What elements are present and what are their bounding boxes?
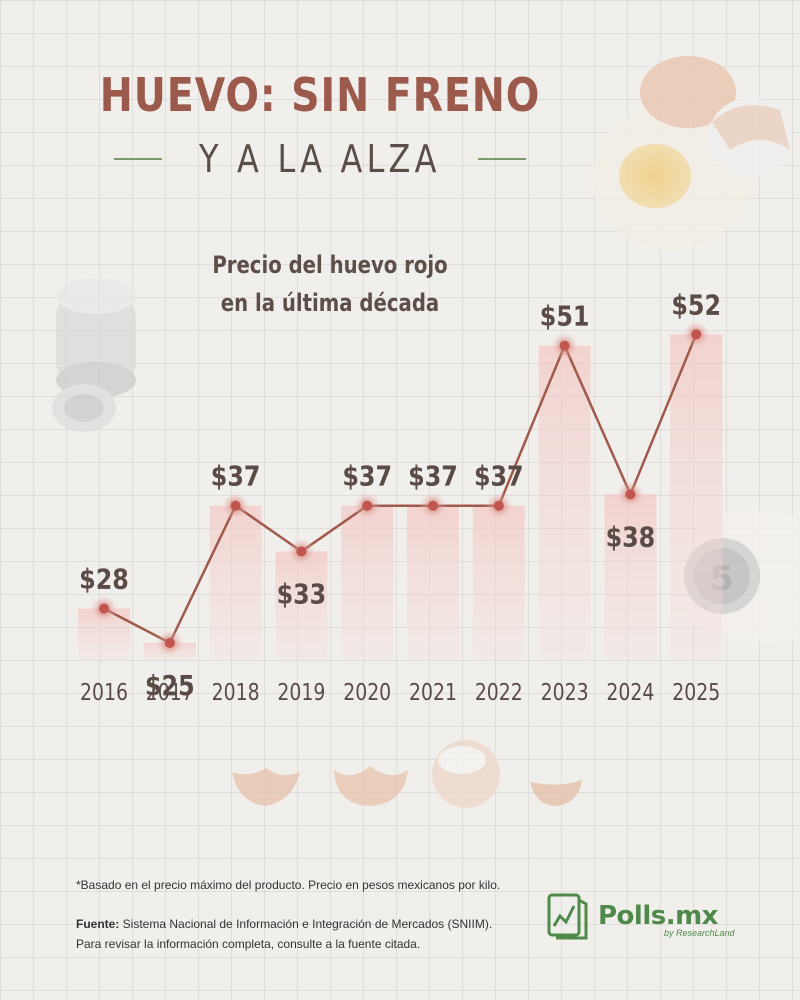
data-point-2024 [616,480,645,509]
bar-2024 [604,494,657,660]
x-tick-label-2017: 2017 [146,678,194,705]
value-label-2022: $37 [474,461,524,493]
source-block: Fuente: Sistema Nacional de Información … [76,914,536,954]
bar-2023 [538,345,591,660]
value-label-2023: $51 [540,301,590,333]
bar-2021 [407,505,459,660]
value-label-2025: $52 [671,290,721,322]
brand-logo: Polls.mx [546,892,718,940]
coin-stack-illustration [52,278,136,432]
subtitle-row: Y A LA ALZA [100,134,540,184]
bar-2025 [670,334,723,660]
page-title: HUEVO: SIN FRENO [99,68,541,122]
data-point-2022 [484,491,513,520]
source-note: Para revisar la información completa, co… [76,937,421,951]
bar-2018 [209,505,262,660]
value-label-2020: $37 [342,461,392,493]
data-point-2017 [155,628,184,657]
value-label-2018: $37 [211,461,261,493]
bar-2022 [472,505,525,660]
value-label-2016: $28 [79,564,129,596]
subtitle-rule-right [477,158,526,160]
chart-title: Precio del huevo rojo en la última décad… [191,246,470,322]
chart-title-line-1: Precio del huevo rojo [212,251,448,279]
data-point-2020 [353,491,382,520]
subtitle-rule-left [114,158,163,160]
line-segment-2017-2018 [168,504,237,645]
x-tick-label-2025: 2025 [672,678,720,705]
x-tick-label-2021: 2021 [409,678,457,705]
bar-2020 [341,505,394,660]
line-segment-2022-2023 [497,344,566,507]
data-point-2016 [90,594,118,623]
x-tick-label-2020: 2020 [343,678,391,705]
chart-box-icon [547,893,588,940]
value-label-2019: $33 [277,579,327,611]
source-label: Fuente: [76,917,120,931]
source-text: Sistema Nacional de Información e Integr… [119,917,493,931]
line-segment-2023-2024 [563,344,632,496]
value-label-2024: $38 [606,522,656,554]
data-point-2019 [287,537,316,566]
footnote: *Basado en el precio máximo del producto… [76,878,501,892]
data-point-2025 [682,320,711,349]
value-label-2017: $25 [145,670,195,702]
x-tick-label-2023: 2023 [541,678,589,705]
chart-title-line-2: en la última década [220,289,440,317]
x-tick-label-2018: 2018 [212,678,260,705]
x-tick-label-2016: 2016 [80,678,128,705]
egg-shells-illustration [232,740,582,808]
value-label-2021: $37 [408,461,458,493]
x-tick-label-2019: 2019 [277,678,325,705]
brand-name: Polls.mx [598,901,718,931]
line-segment-2024-2025 [629,333,698,496]
broken-egg-illustration [592,56,792,250]
data-point-2021 [419,491,447,520]
data-point-2023 [550,331,579,360]
x-tick-label-2024: 2024 [606,678,654,705]
bar-2019 [275,551,328,660]
data-point-2018 [221,491,250,520]
brand-subtitle: by ResearchLand [664,928,735,938]
x-tick-label-2022: 2022 [475,678,523,705]
page-subtitle: Y A LA ALZA [199,137,441,181]
